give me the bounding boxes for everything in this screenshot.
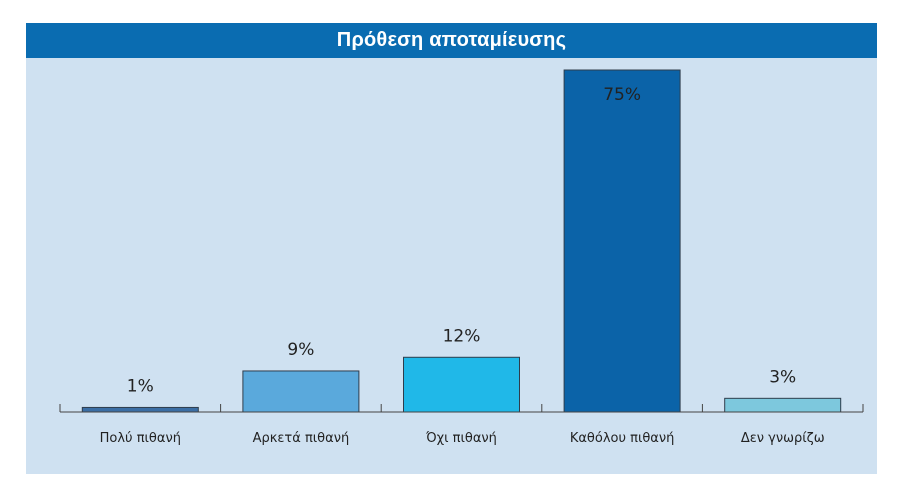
bars-layer bbox=[81, 69, 842, 413]
value-label: 75% bbox=[603, 85, 641, 105]
value-label: 1% bbox=[127, 376, 154, 396]
bar bbox=[724, 397, 842, 413]
x-axis bbox=[59, 404, 864, 413]
chart-card: Πρόθεση αποταμίευσης 1% Πολύ πιθανή 9% Αρκε… bbox=[26, 23, 877, 474]
category-label: Πολύ πιθανή bbox=[100, 431, 181, 446]
bar bbox=[563, 69, 681, 413]
value-label: 12% bbox=[443, 326, 481, 346]
bar bbox=[403, 356, 520, 413]
category-label: Όχι πιθανή bbox=[425, 431, 497, 446]
category-label: Δεν γνωρίζω bbox=[741, 431, 825, 446]
bar bbox=[81, 406, 199, 413]
category-label: Καθόλου πιθανή bbox=[570, 431, 675, 446]
chart-title: Πρόθεση αποταμίευσης bbox=[26, 23, 877, 58]
category-label: Αρκετά πιθανή bbox=[253, 431, 350, 446]
bar-chart-plot: 1% Πολύ πιθανή 9% Αρκετά πιθανή 12% Όχι πιθαν… bbox=[59, 69, 864, 446]
labels-layer: 1% Πολύ πιθανή 9% Αρκετά πιθανή 12% Όχι πιθαν… bbox=[100, 85, 825, 446]
bar bbox=[242, 370, 360, 413]
value-label: 9% bbox=[287, 340, 314, 360]
value-label: 3% bbox=[769, 367, 796, 387]
